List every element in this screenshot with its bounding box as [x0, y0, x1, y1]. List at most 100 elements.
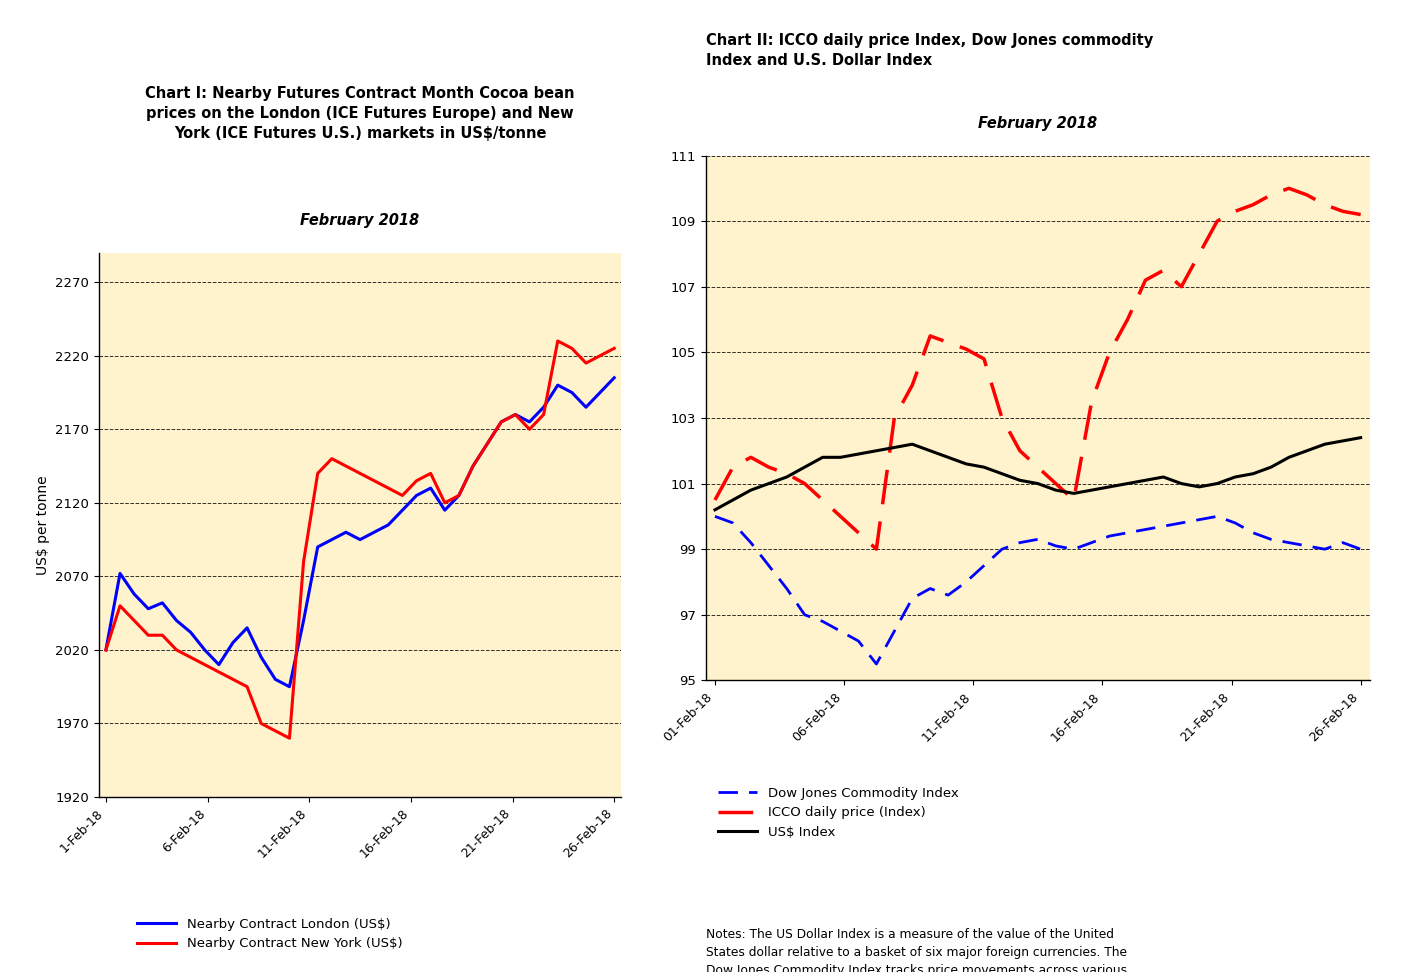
Nearby Contract London (US$)	[507, 408, 524, 420]
ICCO daily price (Index)	[1190, 248, 1207, 260]
Nearby Contract New York (US$)	[521, 424, 538, 435]
Nearby Contract London (US$)	[394, 504, 411, 516]
Nearby Contract London (US$)	[140, 603, 157, 614]
Nearby Contract New York (US$)	[507, 408, 524, 420]
ICCO daily price (Index)	[868, 543, 885, 555]
Y-axis label: US$ per tonne: US$ per tonne	[35, 475, 49, 574]
US$ Index	[885, 441, 902, 453]
US$ Index	[1065, 488, 1082, 500]
US$ Index	[1048, 484, 1065, 496]
Nearby Contract New York (US$)	[168, 644, 185, 656]
ICCO daily price (Index)	[815, 494, 832, 505]
Dow Jones Commodity Index	[1262, 534, 1279, 545]
ICCO daily price (Index)	[1137, 274, 1154, 286]
Dow Jones Commodity Index	[724, 517, 741, 529]
Nearby Contract New York (US$)	[408, 475, 425, 487]
US$ Index	[1083, 484, 1100, 496]
Nearby Contract London (US$)	[450, 490, 467, 502]
Nearby Contract London (US$)	[563, 387, 580, 399]
ICCO daily price (Index)	[1048, 478, 1065, 490]
Dow Jones Commodity Index	[994, 543, 1011, 555]
Nearby Contract London (US$)	[182, 626, 199, 638]
ICCO daily price (Index)	[1353, 209, 1370, 221]
Nearby Contract New York (US$)	[196, 659, 213, 671]
US$ Index	[904, 438, 921, 450]
ICCO daily price (Index)	[976, 353, 993, 364]
ICCO daily price (Index)	[850, 527, 867, 538]
Nearby Contract New York (US$)	[493, 416, 510, 428]
Dow Jones Commodity Index	[1244, 527, 1261, 538]
Nearby Contract London (US$)	[225, 637, 241, 648]
Text: Notes: The US Dollar Index is a measure of the value of the United
States dollar: Notes: The US Dollar Index is a measure …	[706, 928, 1127, 972]
US$ Index	[1227, 471, 1244, 483]
ICCO daily price (Index)	[1011, 445, 1028, 457]
US$ Index	[796, 462, 813, 473]
Nearby Contract London (US$)	[210, 659, 227, 671]
ICCO daily price (Index)	[760, 462, 777, 473]
Nearby Contract New York (US$)	[479, 438, 496, 450]
Nearby Contract New York (US$)	[535, 408, 552, 420]
ICCO daily price (Index)	[904, 379, 921, 391]
ICCO daily price (Index)	[1083, 396, 1100, 407]
Dow Jones Commodity Index	[1173, 517, 1190, 529]
Nearby Contract New York (US$)	[112, 600, 128, 611]
Dow Jones Commodity Index	[1029, 534, 1046, 545]
US$ Index	[778, 471, 795, 483]
Nearby Contract London (US$)	[408, 490, 425, 502]
Nearby Contract New York (US$)	[281, 732, 298, 744]
US$ Index	[1316, 438, 1333, 450]
Nearby Contract London (US$)	[281, 680, 298, 692]
Dow Jones Commodity Index	[706, 510, 723, 522]
ICCO daily price (Index)	[1316, 199, 1333, 211]
ICCO daily price (Index)	[706, 494, 723, 505]
Dow Jones Commodity Index	[1353, 543, 1370, 555]
Nearby Contract New York (US$)	[267, 725, 284, 737]
Legend: Nearby Contract London (US$), Nearby Contract New York (US$): Nearby Contract London (US$), Nearby Con…	[131, 913, 408, 955]
Dow Jones Commodity Index	[760, 560, 777, 572]
Dow Jones Commodity Index	[939, 589, 956, 601]
US$ Index	[1120, 478, 1137, 490]
Dow Jones Commodity Index	[815, 615, 832, 627]
Dow Jones Commodity Index	[1155, 520, 1172, 532]
Nearby Contract London (US$)	[366, 527, 383, 538]
Dow Jones Commodity Index	[832, 625, 849, 637]
Nearby Contract London (US$)	[309, 541, 326, 553]
Nearby Contract New York (US$)	[97, 644, 114, 656]
Nearby Contract New York (US$)	[210, 666, 227, 677]
Nearby Contract New York (US$)	[549, 335, 566, 347]
Nearby Contract London (US$)	[112, 568, 128, 579]
ICCO daily price (Index)	[1281, 183, 1298, 194]
ICCO daily price (Index)	[743, 452, 760, 464]
ICCO daily price (Index)	[1101, 347, 1118, 359]
Nearby Contract New York (US$)	[182, 651, 199, 663]
ICCO daily price (Index)	[1334, 205, 1351, 217]
ICCO daily price (Index)	[832, 510, 849, 522]
Dow Jones Commodity Index	[1101, 531, 1118, 542]
Dow Jones Commodity Index	[850, 636, 867, 647]
Line: Dow Jones Commodity Index: Dow Jones Commodity Index	[714, 516, 1361, 664]
US$ Index	[1101, 481, 1118, 493]
Dow Jones Commodity Index	[1048, 540, 1065, 552]
Nearby Contract London (US$)	[352, 534, 369, 545]
Dow Jones Commodity Index	[1316, 543, 1333, 555]
Nearby Contract New York (US$)	[366, 475, 383, 487]
Nearby Contract London (US$)	[337, 527, 354, 538]
Dow Jones Commodity Index	[1227, 517, 1244, 529]
Dow Jones Commodity Index	[796, 609, 813, 621]
Nearby Contract New York (US$)	[394, 490, 411, 502]
Nearby Contract London (US$)	[465, 460, 481, 471]
US$ Index	[922, 445, 939, 457]
Nearby Contract London (US$)	[126, 588, 143, 600]
ICCO daily price (Index)	[1244, 199, 1261, 211]
Dow Jones Commodity Index	[778, 583, 795, 595]
Dow Jones Commodity Index	[922, 583, 939, 595]
ICCO daily price (Index)	[922, 330, 939, 342]
ICCO daily price (Index)	[885, 412, 902, 424]
Dow Jones Commodity Index	[1209, 510, 1226, 522]
Nearby Contract London (US$)	[253, 651, 270, 663]
ICCO daily price (Index)	[1173, 281, 1190, 293]
Nearby Contract New York (US$)	[436, 497, 453, 508]
Dow Jones Commodity Index	[1299, 540, 1316, 552]
Nearby Contract London (US$)	[606, 372, 623, 384]
Nearby Contract New York (US$)	[563, 342, 580, 354]
